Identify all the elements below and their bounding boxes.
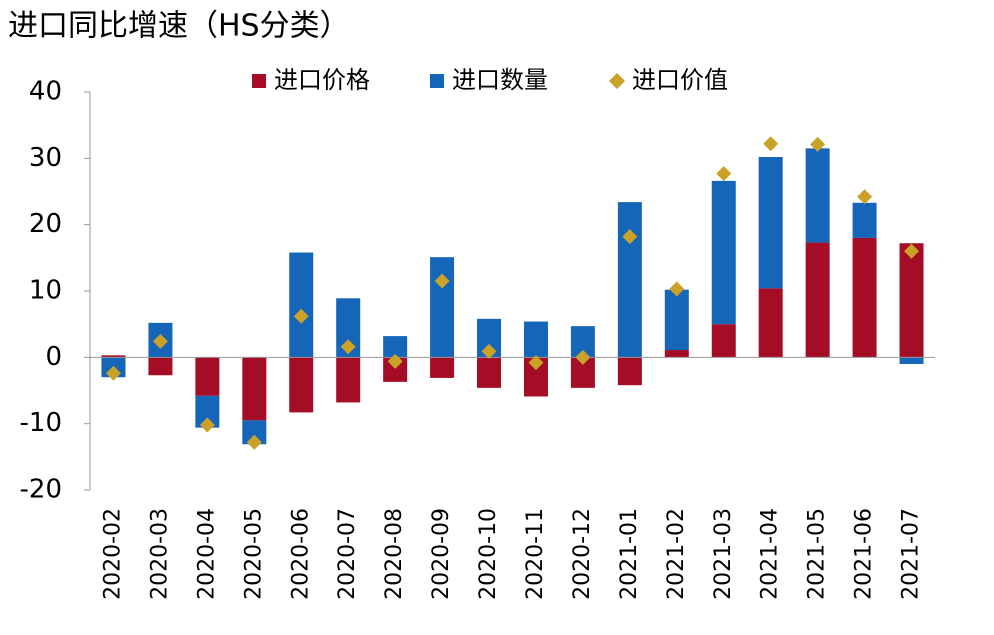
bar: [664, 350, 689, 358]
legend-swatch: [430, 74, 444, 88]
marker: [293, 308, 309, 324]
bar: [477, 357, 502, 388]
bar: [805, 148, 830, 243]
marker: [575, 349, 591, 365]
x-tick-label: 2020-11: [523, 508, 548, 600]
bar: [617, 357, 642, 386]
legend-swatch: [609, 73, 625, 89]
marker: [387, 353, 403, 369]
bar: [148, 357, 173, 376]
x-tick-label: 2020-05: [241, 508, 266, 600]
bar: [899, 357, 924, 364]
x-tick-label: 2021-01: [617, 508, 642, 600]
bar: [383, 336, 408, 358]
bar: [242, 420, 267, 445]
bar: [899, 243, 924, 358]
y-tick-label: -20: [20, 475, 62, 505]
legend-label: 进口价格: [274, 66, 370, 94]
bar: [242, 357, 267, 421]
bar: [664, 289, 689, 351]
marker: [481, 343, 497, 359]
bar: [758, 288, 783, 358]
bar: [711, 180, 736, 325]
x-tick-label: 2020-12: [570, 508, 595, 600]
bar: [289, 357, 314, 413]
marker: [105, 365, 121, 381]
bar: [195, 357, 220, 396]
x-tick-label: 2020-03: [147, 508, 172, 600]
legend-label: 进口价值: [632, 66, 728, 94]
bar: [101, 355, 126, 358]
x-tick-label: 2021-04: [758, 508, 783, 600]
chart-title: 进口同比增速（HS分类）: [8, 9, 350, 44]
bar: [336, 357, 361, 403]
x-tick-label: 2020-04: [194, 508, 219, 600]
bar: [430, 257, 455, 358]
y-tick-label: 40: [29, 77, 62, 107]
x-tick-label: 2021-06: [852, 508, 877, 600]
legend-swatch: [252, 74, 266, 88]
y-tick-label: -10: [20, 408, 62, 438]
x-tick-label: 2021-02: [664, 508, 689, 600]
bar: [852, 202, 877, 238]
x-tick-label: 2020-08: [382, 508, 407, 600]
x-tick-label: 2021-07: [899, 508, 924, 600]
marker: [904, 243, 920, 259]
x-tick-label: 2020-06: [288, 508, 313, 600]
marker: [622, 229, 638, 245]
marker: [199, 417, 215, 433]
x-tick-label: 2021-03: [711, 508, 736, 600]
bar: [711, 324, 736, 358]
marker: [152, 333, 168, 349]
legend-label: 进口数量: [452, 66, 548, 94]
marker: [810, 136, 826, 152]
y-tick-label: 10: [29, 276, 62, 306]
bar: [805, 242, 830, 358]
marker: [669, 281, 685, 297]
marker: [857, 189, 873, 205]
bar: [852, 237, 877, 358]
y-tick-label: 20: [29, 209, 62, 239]
marker: [246, 434, 262, 450]
x-tick-label: 2021-05: [805, 508, 830, 600]
x-tick-label: 2020-02: [100, 508, 125, 600]
x-tick-label: 2020-10: [476, 508, 501, 600]
bar: [430, 357, 455, 378]
x-tick-label: 2020-09: [429, 508, 454, 600]
bar: [617, 202, 642, 358]
marker: [763, 136, 779, 152]
x-tick-label: 2020-07: [335, 508, 360, 600]
marker: [528, 355, 544, 371]
marker: [340, 339, 356, 355]
y-tick-label: 0: [45, 342, 62, 372]
bar: [523, 321, 548, 358]
bar: [289, 252, 314, 358]
marker: [716, 166, 732, 182]
y-tick-label: 30: [29, 143, 62, 173]
bar: [758, 157, 783, 289]
marker: [434, 273, 450, 289]
